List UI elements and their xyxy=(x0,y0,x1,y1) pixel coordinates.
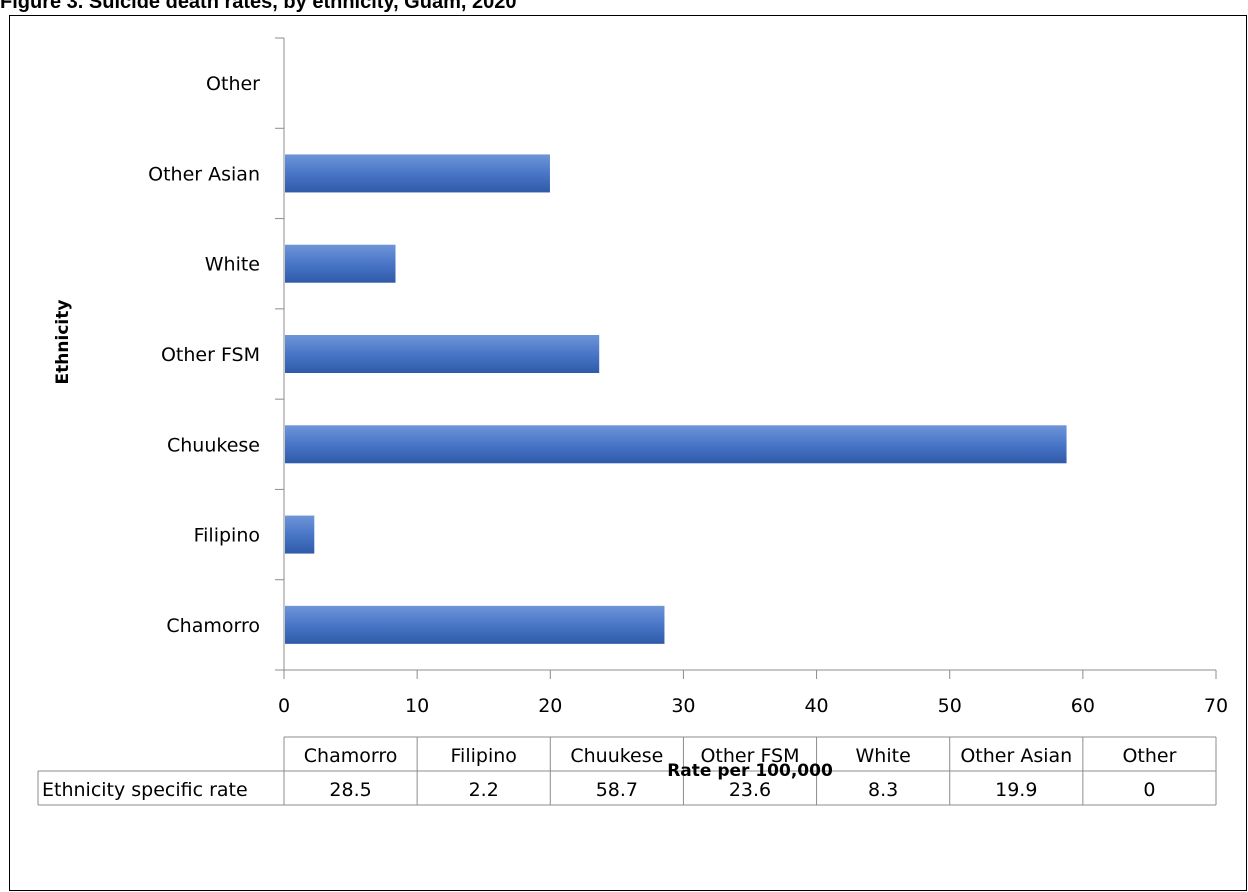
y-category-label: Filipino xyxy=(194,525,260,547)
y-axis-title: Ethnicity xyxy=(53,300,73,385)
x-tick-label: 30 xyxy=(671,695,695,717)
x-tick-label: 10 xyxy=(405,695,429,717)
y-category-label: Other xyxy=(206,73,260,95)
table-header-cell: Filipino xyxy=(451,745,517,767)
y-category-label: Other FSM xyxy=(161,344,260,366)
x-tick-label: 0 xyxy=(278,695,290,717)
table-value-cell: 0 xyxy=(1143,779,1155,801)
bar-other-fsm xyxy=(285,335,599,373)
table-value-cell: 8.3 xyxy=(868,779,898,801)
y-category-label: Chuukese xyxy=(167,434,260,456)
table-header-cell: Chamorro xyxy=(304,745,398,767)
table-value-cell: 23.6 xyxy=(729,779,771,801)
y-category-label: Other Asian xyxy=(148,163,260,185)
y-category-label: White xyxy=(205,254,260,276)
bar-chuukese xyxy=(285,425,1067,463)
table-header-cell: White xyxy=(856,745,911,767)
table-header-cell: Other Asian xyxy=(960,745,1072,767)
table-value-cell: 19.9 xyxy=(995,779,1037,801)
table-header-cell: Other xyxy=(1122,745,1176,767)
table-value-cell: 2.2 xyxy=(469,779,499,801)
table-row-label: Ethnicity specific rate xyxy=(42,779,248,801)
bar-filipino xyxy=(285,516,314,554)
bar-white xyxy=(285,245,396,283)
bar-chamorro xyxy=(285,606,664,644)
x-tick-label: 20 xyxy=(538,695,562,717)
x-tick-label: 70 xyxy=(1204,695,1228,717)
y-category-label: Chamorro xyxy=(166,615,260,637)
x-tick-label: 60 xyxy=(1071,695,1095,717)
x-tick-label: 50 xyxy=(938,695,962,717)
data-table: Chamorro 28.5 Filipino 2.2 Chuukese 58.7 Other… xyxy=(38,737,1216,805)
table-value-cell: 28.5 xyxy=(329,779,371,801)
bar-other-asian xyxy=(285,154,550,192)
bars-group xyxy=(285,154,1067,643)
table-header-cell: Chuukese xyxy=(570,745,663,767)
table-value-cell: 58.7 xyxy=(596,779,638,801)
x-axis-title: Rate per 100,000 xyxy=(667,761,833,781)
x-tick-label: 40 xyxy=(804,695,828,717)
